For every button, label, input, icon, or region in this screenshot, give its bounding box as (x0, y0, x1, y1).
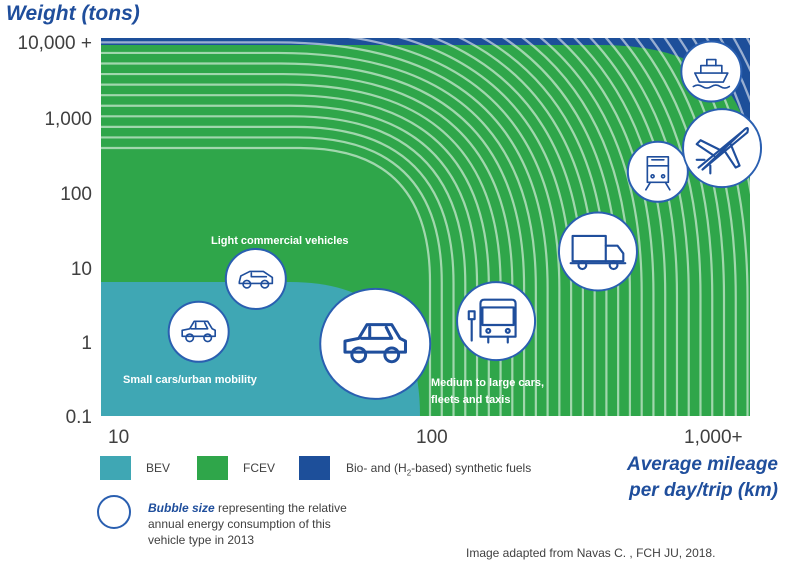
contour-line (101, 136, 443, 416)
truck-icon (569, 234, 627, 271)
bubble-bus (456, 281, 537, 362)
medium-large-car-icon (343, 323, 407, 364)
contour-line (347, 38, 561, 416)
bubble-circle (224, 247, 287, 310)
bubble-note-bold: Bubble size (148, 501, 215, 515)
legend-synthetic-prefix: Bio- and (H (346, 461, 407, 475)
source-note: Image adapted from Navas C. , FCH JU, 20… (466, 546, 716, 560)
y-tick-1: 1 (81, 333, 92, 354)
x-tick-1000: 1,000+ (684, 427, 743, 448)
x-axis-title-line1: Average mileage (626, 454, 778, 475)
ship-icon (692, 58, 731, 89)
bubble-note-rest: representing the relative annual energy … (148, 501, 347, 547)
x-tick-100: 100 (416, 427, 448, 448)
bubble-ship (680, 40, 743, 103)
bubble-truck (557, 211, 638, 292)
bubble-circle (680, 40, 743, 103)
bubble-size-icon (97, 495, 131, 529)
bubble-circle (167, 300, 230, 363)
bus-icon (467, 298, 517, 344)
x-tick-10: 10 (108, 427, 130, 448)
contour-line (101, 125, 455, 416)
contour-line (539, 38, 643, 416)
legend-label-synthetic: Bio- and (H2-based) synthetic fuels (346, 461, 531, 477)
contour-line (619, 38, 702, 416)
legend-label-fcev: FCEV (243, 461, 276, 475)
contour-line (604, 38, 690, 416)
contour-line (521, 38, 632, 416)
contour-line (101, 62, 526, 416)
legend-label-bev: BEV (146, 461, 171, 475)
bubble-train (626, 140, 689, 203)
x-axis-title-line2: per day/trip (km) (629, 480, 778, 501)
bubble-circle (557, 211, 638, 292)
contour-line (101, 94, 490, 416)
y-tick-10: 10 (70, 259, 92, 280)
bubble-small-car (167, 300, 230, 363)
bubble-circle (319, 287, 432, 400)
light-commercial-icon (238, 270, 274, 289)
bubble-size-note: Bubble size representing the relative an… (148, 500, 348, 548)
y-tick-10000: 10,000 + (17, 33, 93, 54)
bubble-circle (456, 281, 537, 362)
legend-synthetic-sub: 2 (406, 468, 412, 478)
contour-line (556, 38, 655, 416)
bubble-circle (626, 140, 689, 203)
legend-synthetic-suffix: -based) synthetic fuels (411, 461, 532, 475)
airplane-icon (695, 126, 749, 175)
contour-line (101, 51, 537, 416)
y-tick-1000: 1,000 (44, 109, 92, 130)
annotation-light-commercial: Light commercial vehicles (211, 235, 349, 247)
train-icon (645, 155, 671, 191)
contour-line (101, 104, 479, 416)
contour-line (101, 146, 432, 416)
y-tick-0.1: 0.1 (65, 407, 92, 428)
contour-line (573, 38, 667, 416)
contour-line (101, 72, 514, 416)
bubble-medium-large-car (319, 287, 432, 400)
contour-line (634, 38, 714, 416)
bubble-airplane (682, 108, 763, 189)
x-axis-title: Average mileage per day/trip (km) (578, 452, 778, 504)
y-axis-title: Weight (tons) (6, 2, 140, 25)
contour-line (589, 38, 679, 416)
annotation-small-cars: Small cars/urban mobility (123, 374, 257, 386)
y-tick-100: 100 (60, 184, 92, 205)
legend-swatch-bev (100, 456, 131, 480)
annotation-medium-large-2: fleets and taxis (431, 394, 511, 406)
contour-line (101, 83, 502, 416)
contour-line (101, 115, 467, 416)
annotation-medium-large-1: Medium to large cars, (431, 377, 545, 389)
contour-line (649, 38, 726, 416)
contour-line (677, 38, 749, 416)
contour-line (663, 38, 737, 416)
legend-swatch-synthetic (299, 456, 330, 480)
small-car-icon (181, 320, 217, 343)
bubble-light-commercial (224, 247, 287, 310)
contour-line (101, 41, 549, 416)
legend-swatch-fcev (197, 456, 228, 480)
